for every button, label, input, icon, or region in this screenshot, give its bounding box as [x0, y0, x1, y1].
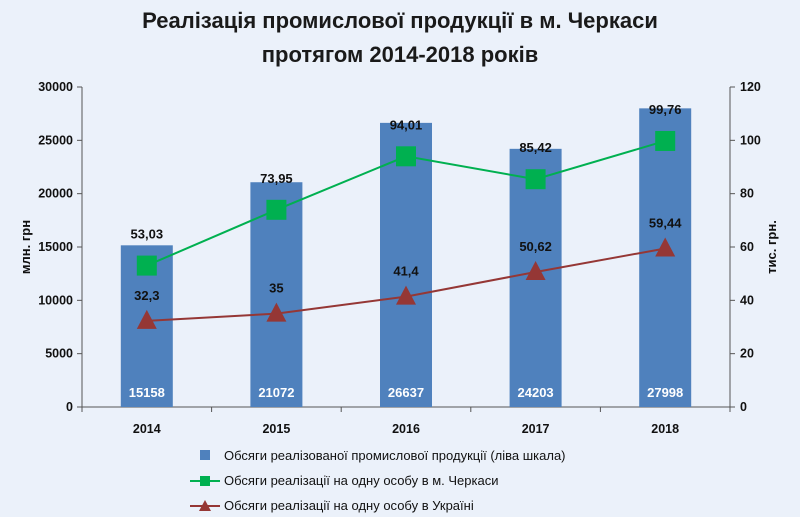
chart-title-line1: Реалізація промислової продукції в м. Че…: [142, 8, 658, 33]
left-tick-label: 25000: [38, 133, 73, 147]
point-data-label: 41,4: [393, 264, 419, 279]
point-data-label: 59,44: [649, 215, 682, 230]
left-tick-label: 10000: [38, 293, 73, 307]
legend-entry-label: Обсяги реалізації на одну особу в м. Чер…: [224, 473, 498, 488]
bar-data-label: 21072: [258, 385, 294, 400]
point-data-label: 73,95: [260, 171, 293, 186]
square-marker: [525, 169, 546, 190]
right-tick-label: 60: [740, 240, 754, 254]
point-data-label: 50,62: [519, 239, 552, 254]
bar: [639, 108, 692, 407]
point-data-label: 85,42: [519, 140, 552, 155]
x-tick-label: 2016: [392, 422, 420, 436]
left-tick-label: 30000: [38, 80, 73, 94]
bar: [380, 122, 432, 407]
triangle-marker: [655, 237, 676, 257]
right-tick-label: 20: [740, 347, 754, 361]
legend-entry-label: Обсяги реалізації на одну особу в Україн…: [224, 498, 474, 513]
square-marker: [396, 146, 416, 167]
triangle-marker: [136, 309, 157, 329]
legend-entry-label: Обсяги реалізованої промислової продукці…: [224, 448, 566, 463]
point-data-label: 53,03: [131, 227, 164, 242]
y-right-axis-title: тис. грн.: [764, 220, 779, 274]
left-tick-label: 5000: [45, 347, 73, 361]
triangle-marker: [266, 302, 287, 322]
triangle-marker: [396, 285, 416, 305]
bar-data-label: 24203: [518, 385, 554, 400]
legend-bar-swatch: [200, 450, 210, 460]
x-tick-label: 2014: [133, 422, 161, 436]
square-marker: [655, 130, 676, 151]
right-tick-label: 80: [740, 187, 754, 201]
bar-data-label: 15158: [129, 385, 165, 400]
y-left-axis-title: млн. грн: [18, 220, 33, 274]
x-tick-label: 2018: [651, 422, 679, 436]
right-tick-label: 100: [740, 133, 761, 147]
x-tick-label: 2015: [262, 422, 290, 436]
square-marker: [266, 199, 287, 220]
legend-triangle-marker: [199, 500, 211, 511]
point-data-label: 32,3: [134, 288, 159, 303]
legend-square-marker: [200, 476, 210, 486]
left-tick-label: 0: [66, 400, 73, 414]
right-tick-label: 40: [740, 293, 754, 307]
bar-data-label: 27998: [647, 385, 683, 400]
right-tick-label: 0: [740, 400, 747, 414]
left-tick-label: 20000: [38, 187, 73, 201]
point-data-label: 94,01: [390, 117, 423, 132]
left-tick-label: 15000: [38, 240, 73, 254]
triangle-marker: [525, 261, 546, 281]
right-tick-label: 120: [740, 80, 761, 94]
bar-data-label: 26637: [388, 385, 424, 400]
point-data-label: 35: [269, 281, 283, 296]
square-marker: [136, 255, 157, 276]
x-tick-label: 2017: [522, 422, 550, 436]
point-data-label: 99,76: [649, 102, 682, 117]
chart-title-line2: протягом 2014-2018 років: [262, 42, 538, 67]
